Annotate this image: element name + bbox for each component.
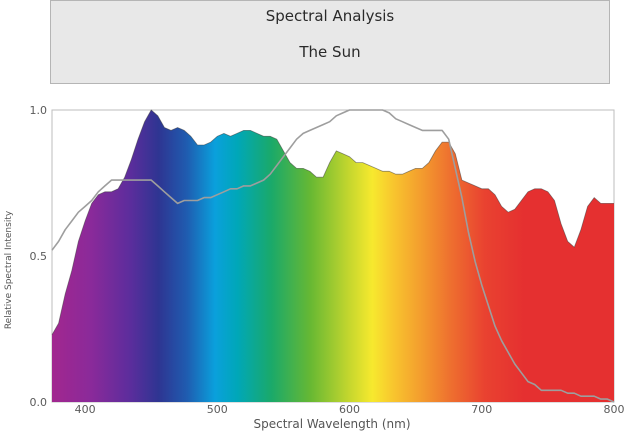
y-axis-label: Relative Spectral Intensity <box>4 210 14 329</box>
x-tick-label: 500 <box>207 403 228 416</box>
chart-subtitle: The Sun <box>299 43 361 61</box>
y-tick-label: 0.0 <box>30 396 48 409</box>
spectrum-area-outline <box>51 109 614 335</box>
spectrum-area-series <box>52 110 614 402</box>
reference-curve-line <box>51 109 615 403</box>
chart-header: Spectral Analysis The Sun <box>50 0 610 84</box>
y-tick-label: 1.0 <box>30 104 48 117</box>
y-tick-label: 0.5 <box>30 250 48 263</box>
x-tick-label: 800 <box>604 403 625 416</box>
x-tick-label: 400 <box>75 403 96 416</box>
x-axis-label: Spectral Wavelength (nm) <box>253 417 410 431</box>
chart-title: Spectral Analysis <box>265 7 395 25</box>
x-tick-label: 600 <box>339 403 360 416</box>
x-tick-label: 700 <box>471 403 492 416</box>
